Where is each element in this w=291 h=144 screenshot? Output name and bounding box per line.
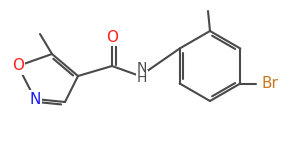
Text: N: N <box>137 61 147 75</box>
Text: Br: Br <box>262 76 279 91</box>
Text: N: N <box>29 91 41 107</box>
Text: H: H <box>137 71 147 85</box>
Text: O: O <box>12 58 24 73</box>
Text: O: O <box>106 30 118 44</box>
